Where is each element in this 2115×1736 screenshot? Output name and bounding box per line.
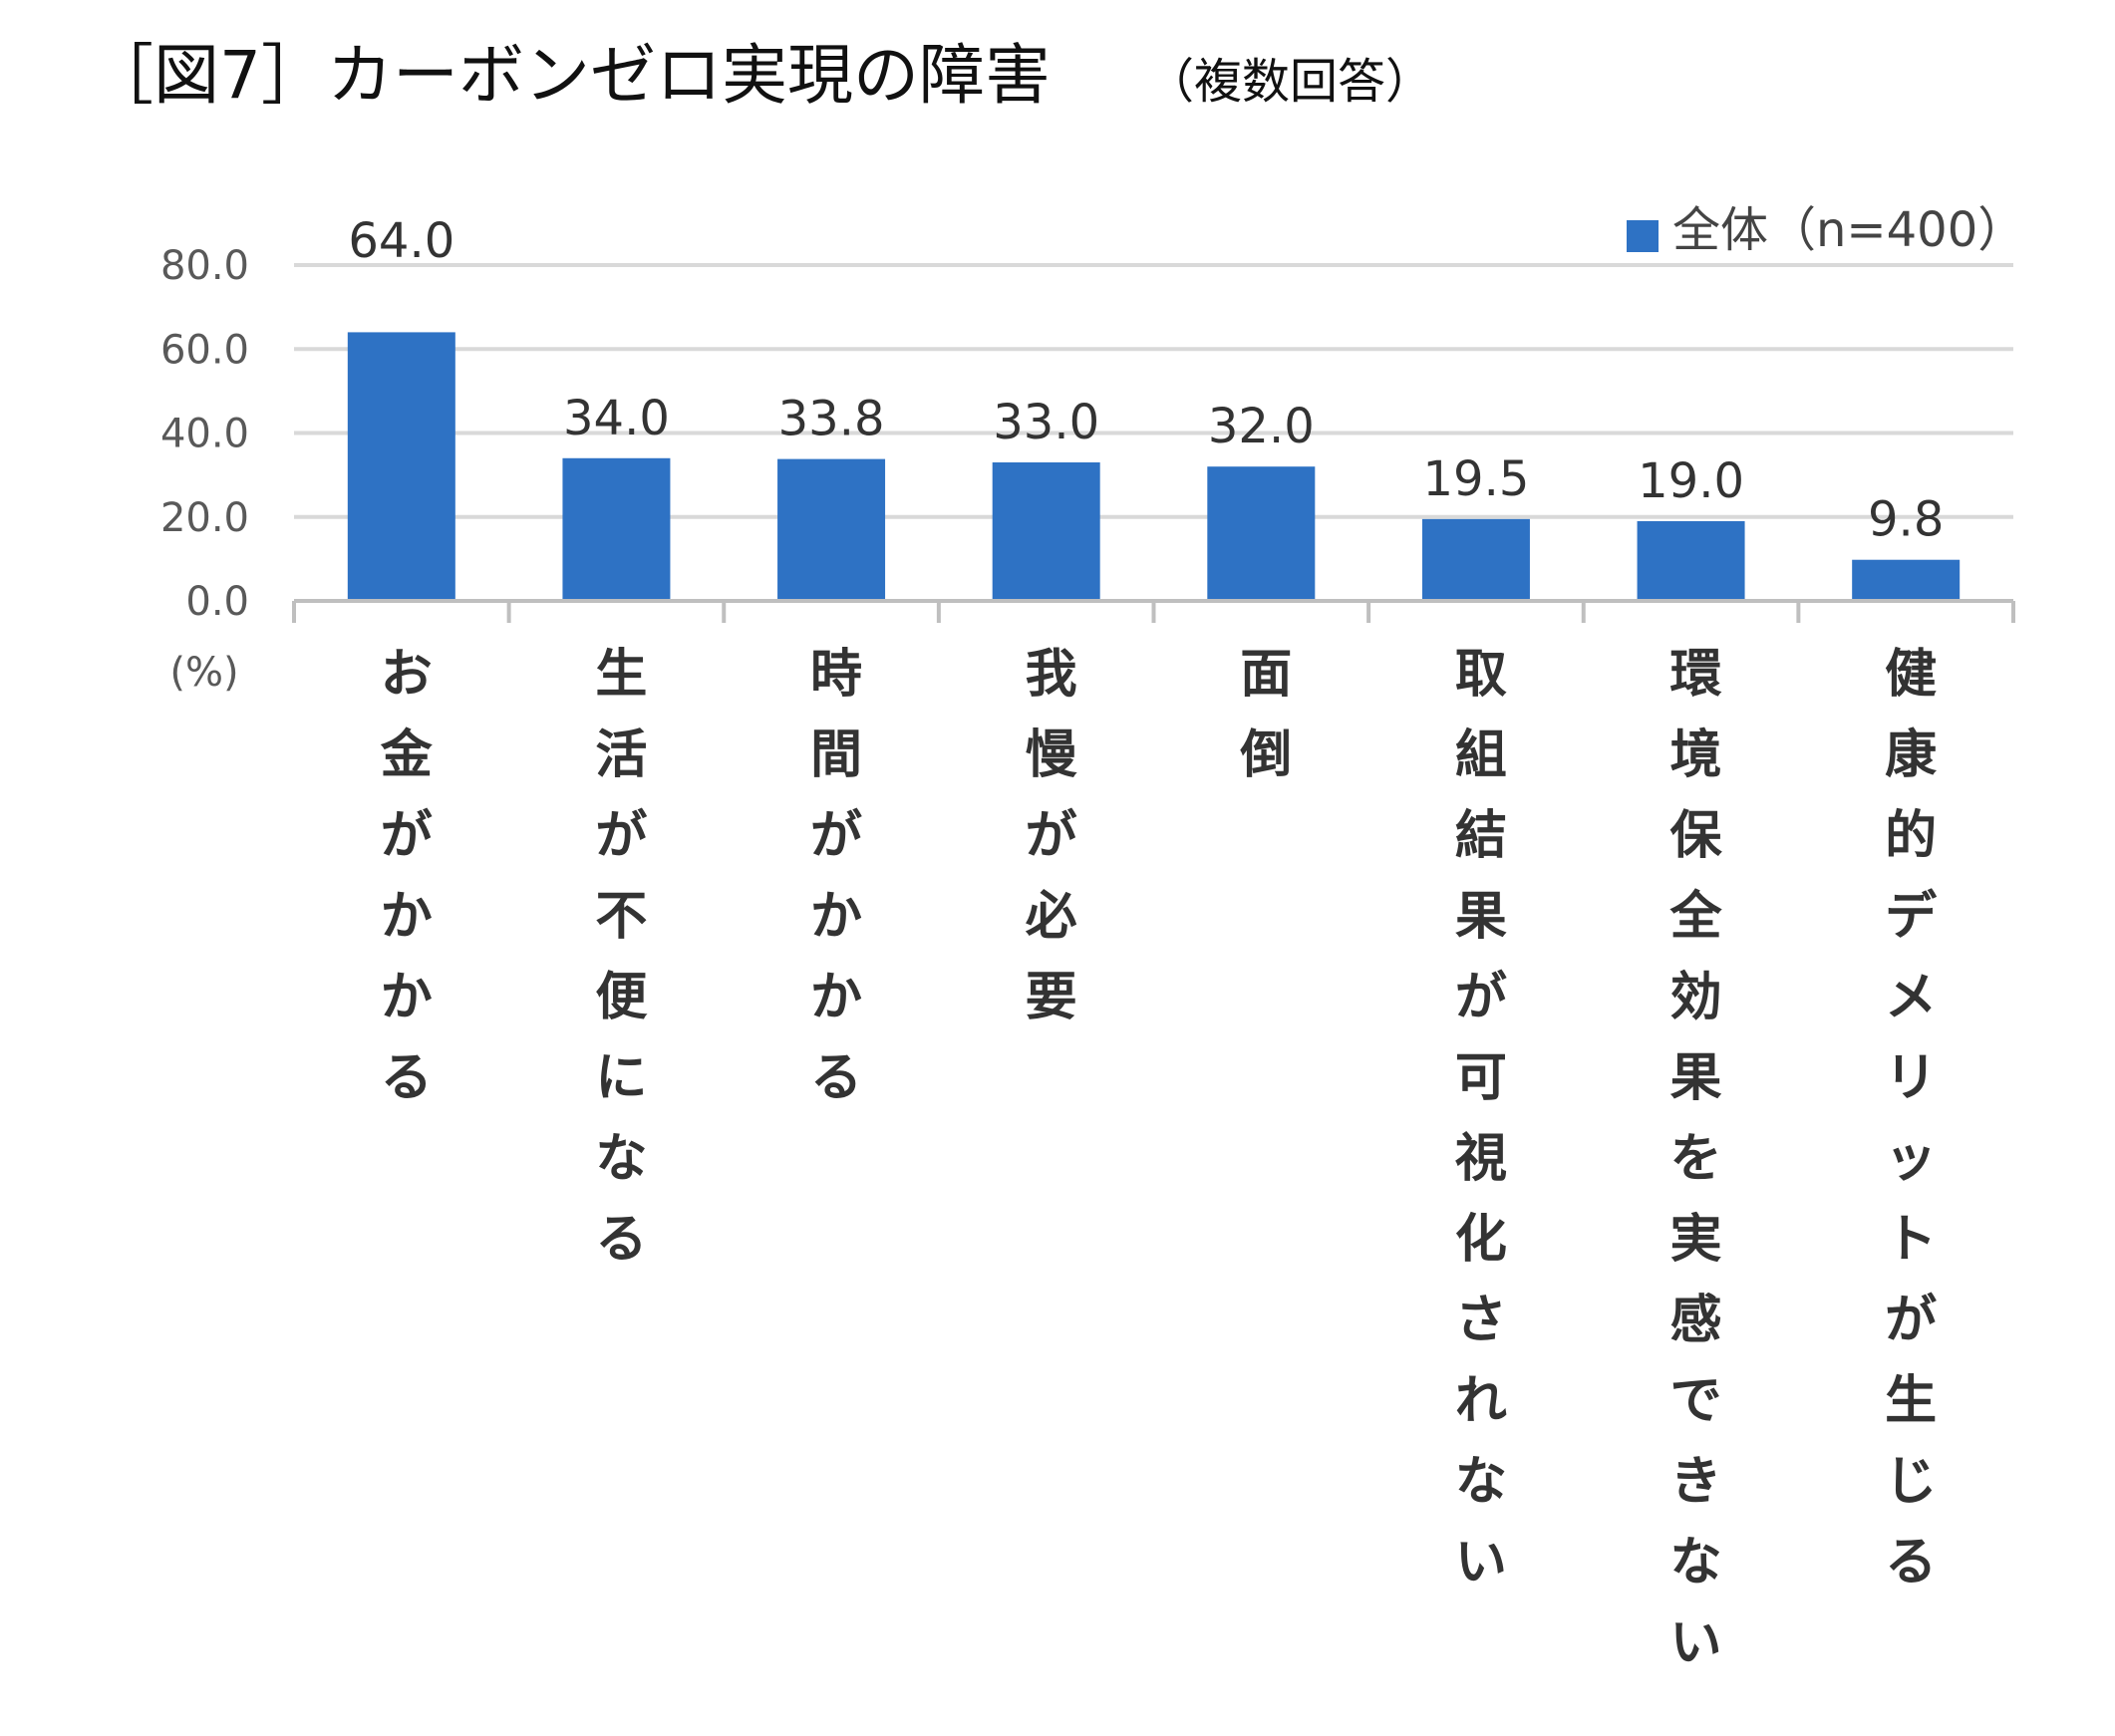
chart-title: ［図7］カーボンゼロ実現の障害 [88, 37, 1051, 114]
gridlines [294, 263, 2013, 519]
bar [1207, 466, 1316, 601]
y-tick-label: 0.0 [185, 579, 249, 625]
bar [1421, 518, 1530, 601]
x-tick-label: 面倒 [1239, 645, 1292, 785]
x-tick-label: 取組結果が可視化されない [1455, 645, 1507, 1592]
x-tick-label: お金がかかる [380, 645, 434, 1108]
chart-subtitle: （複数回答） [1146, 54, 1433, 110]
legend-label: 全体（n=400） [1672, 202, 2025, 258]
y-tick-label: 80.0 [160, 243, 249, 289]
bars [347, 332, 1961, 601]
bar [347, 332, 455, 601]
x-tick-label: 時間がかかる [810, 645, 862, 1108]
bar [562, 457, 671, 601]
data-label: 32.0 [1208, 399, 1315, 454]
x-tick-label: 生活が不便になる [595, 645, 648, 1270]
data-label: 34.0 [563, 391, 670, 446]
data-label: 19.5 [1423, 451, 1530, 507]
bar [777, 458, 886, 601]
legend-swatch [1627, 220, 1659, 252]
x-tick-label: 我慢が必要 [1026, 645, 1078, 1027]
bar [1852, 559, 1961, 601]
bar [1637, 520, 1745, 601]
x-tick-label: 健康的デメリットが生じる [1885, 645, 1938, 1592]
data-label: 33.8 [778, 392, 885, 447]
x-tick-label: 環境保全効果を実感できない [1669, 645, 1723, 1673]
legend: 全体（n=400） [1627, 202, 2025, 258]
y-tick-label: 60.0 [160, 327, 249, 373]
x-axis [292, 599, 2015, 623]
data-label: 19.0 [1638, 453, 1744, 509]
category-labels: お金がかかる 生活が不便になる 時間がかかる 我慢が必要 面倒 取組結果が可視化されない 環… [380, 645, 1938, 1673]
bar [992, 461, 1100, 601]
data-labels: 64.0 34.0 33.8 33.0 32.0 19.5 19.0 9.8 [348, 213, 1944, 548]
y-tick-label: 20.0 [160, 495, 249, 541]
y-unit-label: (%) [169, 650, 238, 696]
data-label: 64.0 [348, 213, 454, 269]
data-label: 33.0 [993, 395, 1099, 450]
y-axis-ticks: 0.0 20.0 40.0 60.0 80.0 [160, 243, 249, 625]
y-tick-label: 40.0 [160, 412, 249, 457]
data-label: 9.8 [1868, 492, 1944, 548]
